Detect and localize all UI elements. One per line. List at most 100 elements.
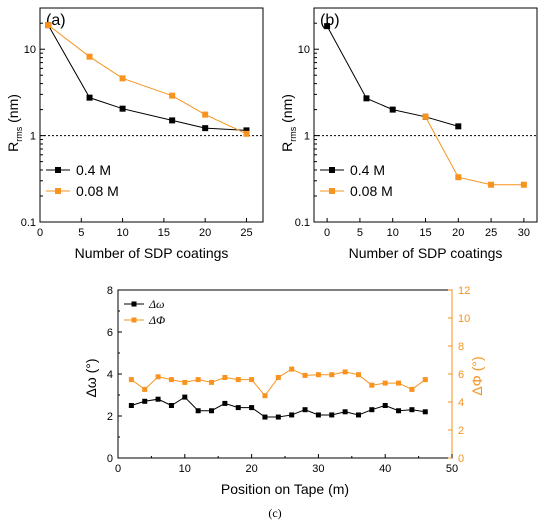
legend-label: ΔΦ (148, 313, 165, 327)
y-tick-label: 10 (24, 44, 36, 56)
data-point (202, 125, 209, 132)
data-point (389, 106, 396, 113)
data-point (119, 105, 126, 112)
y-left-tick-label: 6 (107, 327, 113, 339)
y-tick-label: 0.1 (295, 217, 310, 229)
data-point (275, 414, 281, 420)
y-right-tick-label: 8 (458, 341, 464, 353)
data-point (488, 181, 495, 188)
legend-marker (329, 167, 335, 173)
data-point (86, 53, 93, 60)
data-point (342, 369, 348, 375)
data-point (119, 75, 126, 82)
data-point (86, 94, 93, 101)
x-tick-label: 0 (324, 227, 330, 239)
y-left-tick-label: 4 (107, 369, 113, 381)
legend-label: 0.4 M (350, 162, 385, 178)
data-point (382, 380, 388, 386)
x-tick-label: 20 (245, 463, 257, 475)
data-point (142, 398, 148, 404)
y-right-tick-label: 0 (458, 453, 464, 465)
x-axis-label: Number of SDP coatings (75, 245, 229, 261)
data-point (396, 380, 402, 386)
data-point (168, 377, 174, 383)
y-right-tick-label: 12 (458, 285, 470, 297)
y-tick-label: 0.1 (21, 217, 36, 229)
y-right-tick-label: 2 (458, 425, 464, 437)
x-tick-label: 10 (387, 227, 399, 239)
data-point (355, 372, 361, 378)
data-point (168, 403, 174, 408)
series-line (131, 396, 426, 418)
data-point (455, 174, 462, 181)
data-point (369, 382, 375, 388)
data-point (235, 377, 241, 383)
y-right-tick-label: 4 (458, 397, 464, 409)
data-point (169, 92, 176, 99)
x-tick-label: 10 (116, 227, 128, 239)
series-line (425, 116, 524, 186)
x-tick-label: 25 (485, 227, 497, 239)
legend-label: 0.08 M (350, 183, 393, 199)
y-tick-label: 10 (298, 44, 310, 56)
x-tick-label: 50 (446, 463, 458, 475)
x-tick-label: 15 (419, 227, 431, 239)
data-point (369, 407, 375, 413)
data-point (422, 409, 428, 415)
x-tick-label: 5 (357, 227, 363, 239)
y-left-tick-label: 2 (107, 411, 113, 423)
legend-label: Δω (148, 297, 165, 311)
data-point (342, 409, 348, 415)
plot-frame (39, 7, 264, 223)
data-point (235, 405, 241, 411)
data-point (182, 379, 188, 385)
data-point (128, 403, 134, 408)
data-point (142, 386, 148, 392)
data-point (182, 394, 188, 400)
x-axis-label: Number of SDP coatings (349, 245, 503, 261)
x-tick-label: 40 (379, 463, 391, 475)
data-point (422, 377, 428, 383)
x-tick-label: 0 (37, 227, 43, 239)
data-point (262, 414, 268, 420)
data-point (355, 412, 361, 418)
y-tick-label: 1 (304, 131, 310, 143)
data-point (324, 23, 331, 30)
y-left-axis-label: Δω (°) (83, 358, 99, 397)
y-right-tick-label: 10 (458, 313, 470, 325)
data-point (195, 408, 201, 414)
series-line (47, 24, 247, 131)
y-right-axis-label: ΔΦ (°) (469, 356, 485, 395)
y-tick-label: 1 (30, 131, 36, 143)
plot-frame (117, 289, 453, 459)
data-point (243, 127, 250, 134)
data-point (169, 117, 176, 124)
x-tick-label: 15 (158, 227, 170, 239)
data-point (315, 372, 321, 378)
x-tick-label: 20 (452, 227, 464, 239)
y-left-tick-label: 0 (107, 453, 113, 465)
legend-marker (329, 188, 335, 194)
legend-marker (55, 167, 61, 173)
data-point (209, 408, 215, 414)
data-point (422, 113, 429, 120)
data-point (262, 393, 268, 399)
data-point (195, 377, 201, 383)
data-point (275, 375, 281, 380)
data-point (289, 412, 295, 418)
y-axis-label: Rrms (nm) (279, 94, 298, 152)
data-point (302, 407, 308, 413)
series-line (47, 24, 247, 135)
data-point (409, 407, 415, 413)
data-point (202, 111, 209, 118)
data-point (409, 386, 415, 392)
data-point (363, 95, 370, 102)
legend-label: 0.4 M (76, 162, 111, 178)
data-point (45, 22, 52, 29)
data-point (249, 405, 255, 411)
x-tick-label: 10 (179, 463, 191, 475)
